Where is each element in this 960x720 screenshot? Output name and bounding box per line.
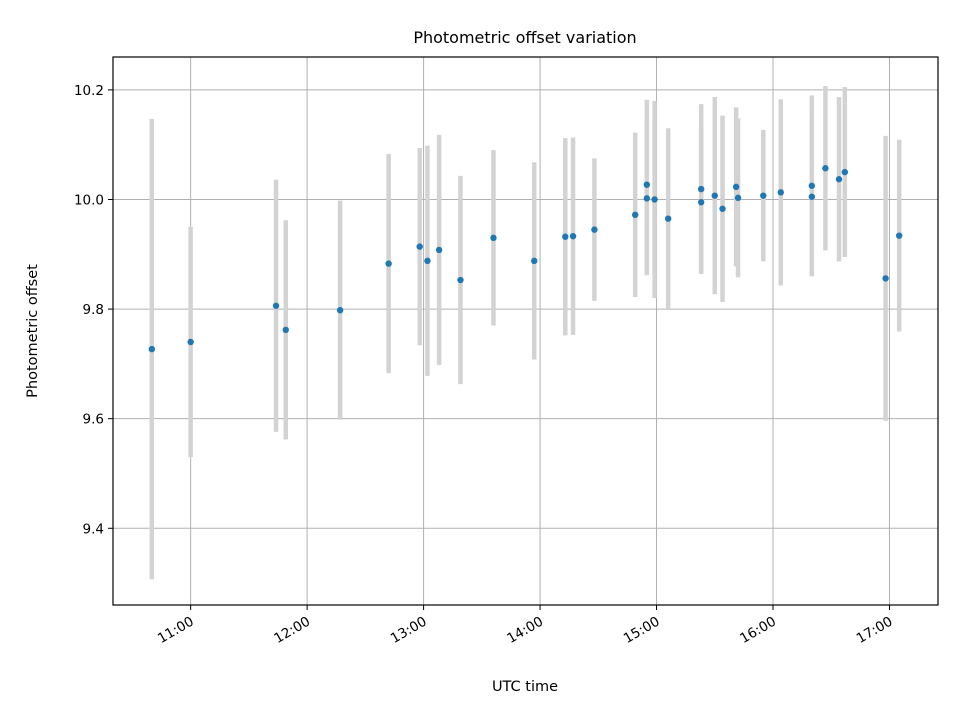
y-tick-label: 10.0	[74, 192, 104, 208]
data-point	[272, 302, 280, 309]
y-tick-label: 9.6	[83, 412, 104, 428]
grid	[113, 57, 938, 605]
data-point	[808, 182, 816, 189]
x-tick-label: 13:00	[388, 614, 430, 647]
x-axis: 11:00 12:00 13:00 14:00 15:00 16:00 17:00	[155, 605, 896, 647]
data-point	[643, 181, 651, 188]
data-point	[591, 226, 598, 233]
x-axis-label: UTC time	[492, 679, 558, 695]
data-point	[760, 192, 767, 199]
data-point	[808, 193, 816, 200]
data-point	[697, 199, 705, 206]
data-point	[631, 211, 639, 219]
data-point	[719, 205, 726, 212]
chart-title: Photometric offset variation	[413, 28, 636, 47]
data-point	[711, 192, 718, 199]
data-point	[643, 195, 651, 202]
data-point	[732, 183, 740, 191]
data-point	[841, 168, 849, 176]
y-tick-label: 10.2	[74, 83, 104, 99]
y-tick-label: 9.4	[83, 521, 104, 537]
markers	[148, 165, 903, 353]
data-point	[882, 275, 889, 282]
data-point	[777, 189, 784, 196]
y-axis: 9.4 9.6 9.8 10.0 10.2	[74, 83, 113, 537]
data-point	[336, 306, 344, 314]
data-point	[424, 257, 431, 265]
data-point	[282, 326, 289, 334]
data-point	[148, 345, 156, 353]
data-point	[697, 185, 705, 193]
data-point	[385, 260, 392, 267]
data-point	[562, 233, 569, 240]
data-point	[835, 176, 843, 183]
data-point	[734, 194, 742, 202]
data-point	[457, 276, 464, 284]
x-tick-label: 16:00	[737, 614, 779, 647]
x-tick-label: 12:00	[271, 614, 313, 647]
data-point	[651, 196, 658, 203]
x-tick-label: 15:00	[621, 614, 663, 647]
data-point	[569, 232, 577, 240]
data-point	[822, 165, 829, 172]
data-point	[531, 257, 538, 265]
data-point	[187, 338, 194, 346]
x-tick-label: 17:00	[854, 614, 896, 647]
data-point	[490, 234, 497, 242]
data-point	[895, 232, 903, 239]
x-tick-label: 11:00	[155, 614, 197, 647]
data-point	[664, 215, 672, 222]
plot-frame	[112, 56, 939, 606]
y-axis-label: Photometric offset	[25, 264, 41, 398]
y-tick-label: 9.8	[83, 302, 104, 318]
x-tick-label: 14:00	[504, 614, 546, 647]
data-point	[416, 243, 423, 250]
data-point	[435, 246, 443, 254]
errorbars	[149, 86, 902, 580]
